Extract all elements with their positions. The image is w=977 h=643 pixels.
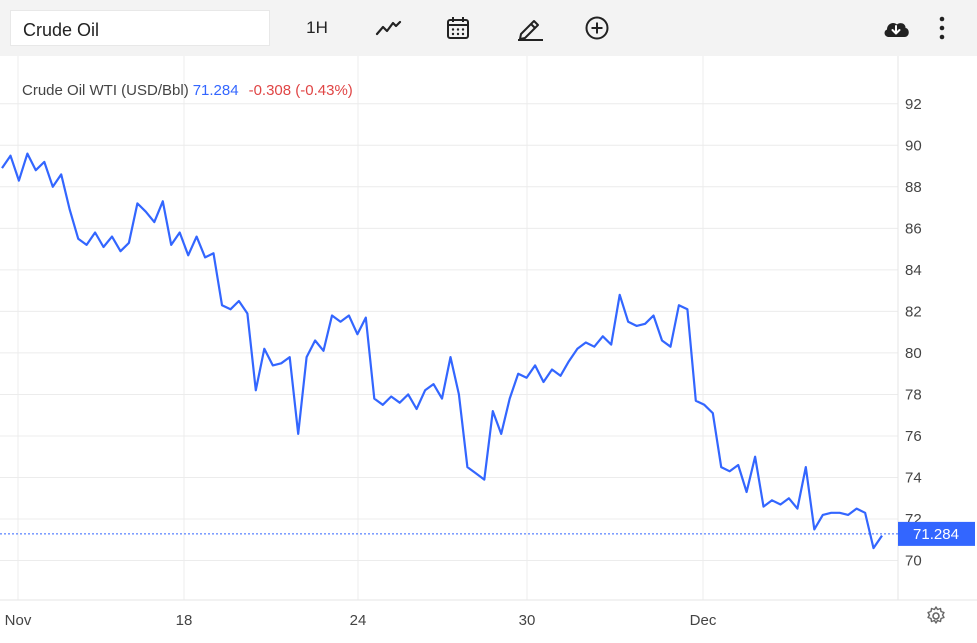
y-tick-label: 80 [905, 345, 922, 362]
current-price-tag: 71.284 [898, 521, 975, 546]
y-tick-label: 82 [905, 303, 922, 320]
y-tick-label: 92 [905, 96, 922, 113]
symbol-search-input[interactable]: Crude Oil [10, 10, 270, 46]
symbol-search-value: Crude Oil [23, 20, 100, 40]
y-tick-label: 88 [905, 179, 922, 196]
y-tick-label: 72 [905, 511, 922, 528]
cloud-download-icon[interactable] [879, 12, 913, 44]
y-tick-label: 70 [905, 553, 922, 570]
x-tick-label: 18 [176, 612, 193, 629]
x-tick-label: Nov [5, 612, 32, 629]
current-price-tag-label: 71.284 [913, 526, 959, 543]
toolbar: Crude Oil 1H [0, 0, 977, 56]
add-circle-icon[interactable] [580, 12, 614, 44]
x-tick-label: 24 [350, 612, 367, 629]
price-series-line [1, 152, 883, 550]
settings-gear-icon[interactable] [925, 605, 947, 627]
legend-price: 71.284 [192, 82, 239, 99]
pencil-icon[interactable] [513, 12, 547, 44]
y-tick-label: 78 [905, 386, 922, 403]
y-tick-label: 86 [905, 220, 922, 237]
legend-symbol-name: Crude Oil WTI (USD/Bbl) [22, 82, 189, 99]
chart-legend: Crude Oil WTI (USD/Bbl) 71.284 -0.308 (-0.… [22, 82, 353, 99]
y-tick-label: 76 [905, 428, 922, 445]
x-tick-label: 30 [519, 612, 536, 629]
line-chart-icon[interactable] [371, 12, 405, 44]
legend-change: -0.308 (-0.43%) [248, 82, 353, 99]
more-vertical-icon[interactable] [928, 12, 956, 44]
y-tick-label: 74 [905, 469, 922, 486]
y-tick-label: 90 [905, 137, 922, 154]
calendar-icon[interactable] [441, 12, 475, 44]
interval-button[interactable]: 1H [306, 18, 328, 37]
x-tick-label: Dec [690, 612, 717, 629]
y-tick-label: 84 [905, 262, 922, 279]
